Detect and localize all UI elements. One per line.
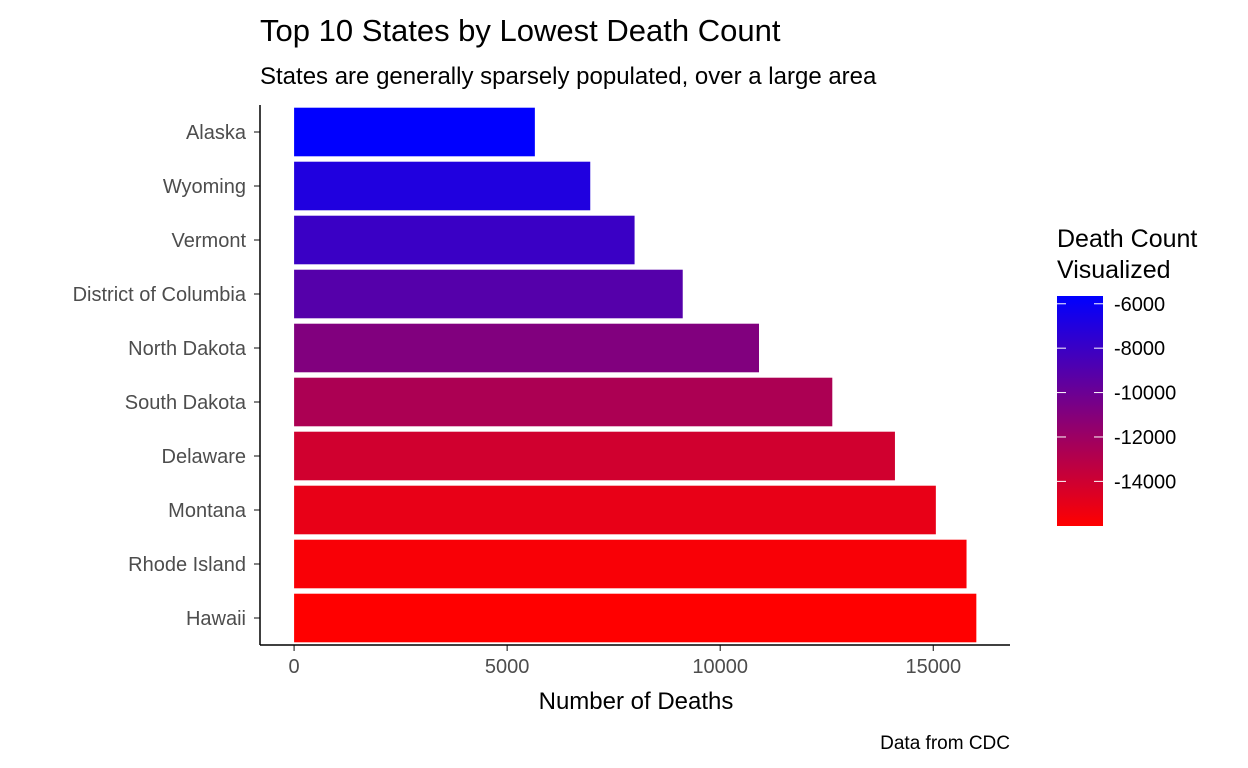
bars-group: [294, 107, 977, 643]
legend-colorbar: [1057, 296, 1103, 526]
category-label: District of Columbia: [73, 284, 247, 306]
legend-tick-label: -6000: [1114, 294, 1165, 316]
category-label: Delaware: [162, 446, 246, 468]
category-labels: Alaska Wyoming Vermont District of Columbia…: [73, 122, 260, 630]
bar-hawaii: [294, 593, 977, 643]
bar-rhode-island: [294, 539, 967, 589]
caption: Data from CDC: [880, 733, 1010, 754]
legend-tick-label: -8000: [1114, 338, 1165, 360]
x-tick-label: 5000: [485, 656, 530, 678]
chart-title: Top 10 States by Lowest Death Count: [260, 13, 781, 48]
bar-south-dakota: [294, 377, 833, 427]
bar-delaware: [294, 431, 895, 481]
legend-tick-label: -10000: [1114, 383, 1176, 405]
bar-district-of-columbia: [294, 269, 683, 319]
x-axis-title: Number of Deaths: [539, 688, 734, 715]
legend: Death Count Visualized -6000-8000-10000-…: [1057, 225, 1197, 526]
category-label: South Dakota: [125, 392, 247, 414]
bar-wyoming: [294, 161, 591, 211]
legend-title-line-2: Visualized: [1057, 256, 1171, 284]
bar-vermont: [294, 215, 635, 265]
category-label: Montana: [168, 500, 247, 522]
category-label: North Dakota: [128, 338, 247, 360]
x-axis-ticks: 0 5000 10000 15000: [289, 645, 961, 678]
legend-tick-label: -12000: [1114, 427, 1176, 449]
category-label: Alaska: [186, 122, 247, 144]
bar-montana: [294, 485, 936, 535]
legend-tick-label: -14000: [1114, 471, 1176, 493]
legend-title-line-1: Death Count: [1057, 225, 1197, 253]
category-label: Wyoming: [163, 176, 246, 198]
bar-north-dakota: [294, 323, 760, 373]
category-label: Hawaii: [186, 608, 246, 630]
x-tick-label: 10000: [692, 656, 748, 678]
x-tick-label: 15000: [905, 656, 961, 678]
bar-alaska: [294, 107, 535, 157]
x-tick-label: 0: [289, 656, 300, 678]
legend-ticks: -6000 -8000 -10000 -12000 -14000: [1057, 294, 1176, 493]
category-label: Rhode Island: [128, 554, 246, 576]
category-label: Vermont: [172, 230, 247, 252]
chart-subtitle: States are generally sparsely populated,…: [260, 63, 877, 90]
